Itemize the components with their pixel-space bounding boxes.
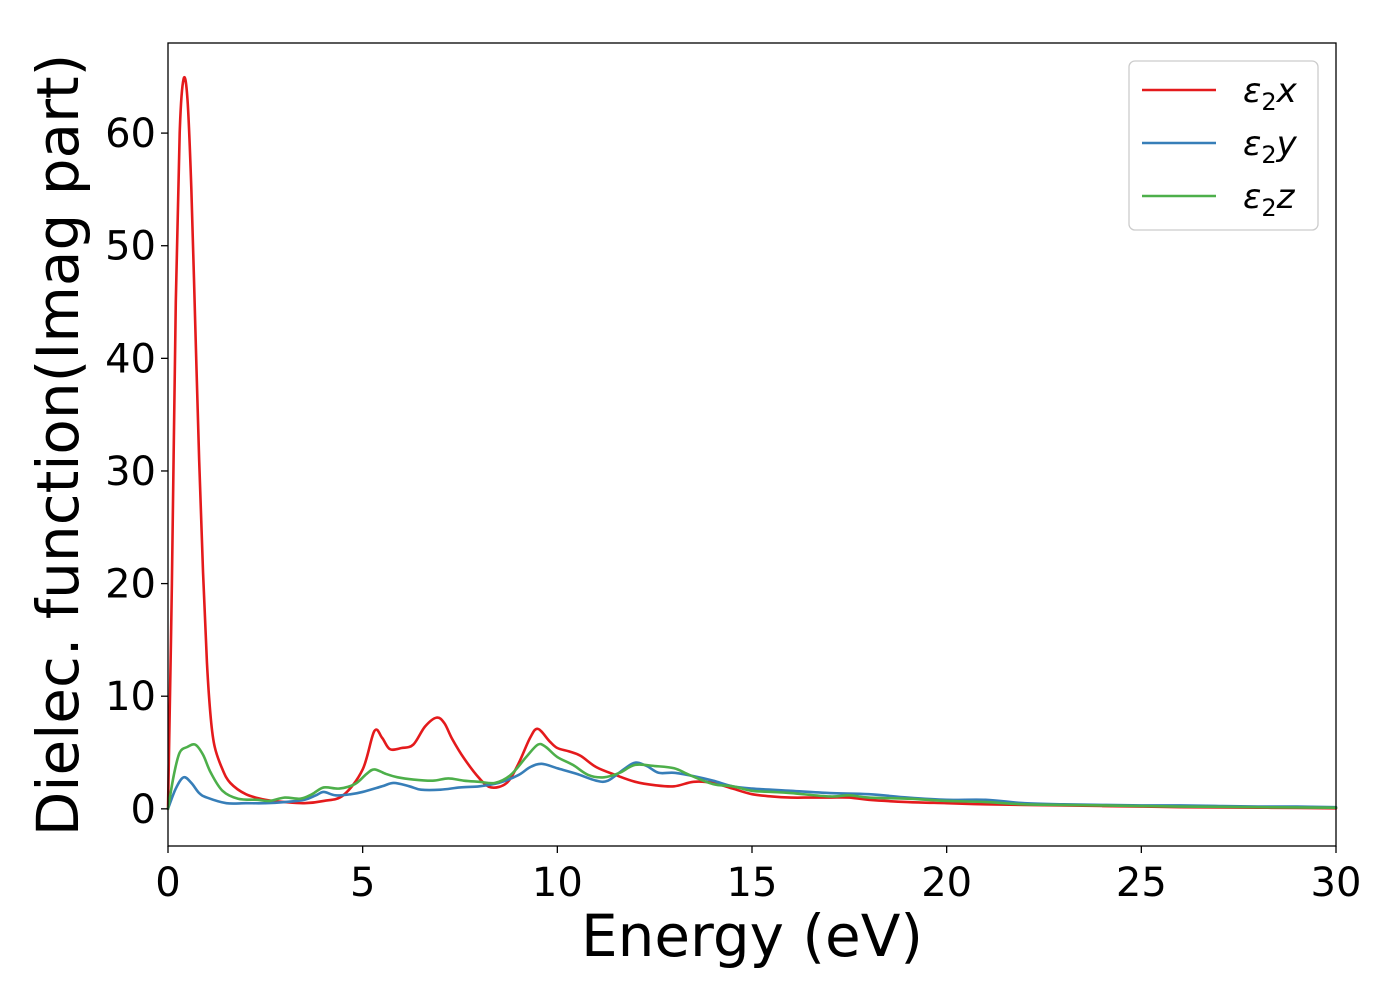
x-tick-label: 20 (921, 860, 972, 906)
series-line-x (166, 75, 1338, 811)
y-tick-label: 40 (105, 336, 156, 382)
y-tick-label: 30 (105, 449, 156, 495)
series-layer (166, 75, 1338, 811)
x-tick-label: 25 (1116, 860, 1167, 906)
x-tick-label: 30 (1311, 860, 1362, 906)
legend-label-y: ε2y (1243, 124, 1298, 169)
x-tick-label: 15 (727, 860, 778, 906)
y-tick-label: 0 (131, 787, 156, 833)
legend: ε2x ε2y ε2z (1128, 60, 1319, 231)
x-tick-label: 10 (532, 860, 583, 906)
y-tick-label: 60 (105, 111, 156, 157)
y-axis-label: Dielec. function(Imag part) (24, 54, 92, 837)
x-tick-label: 5 (350, 860, 375, 906)
legend-label-z: ε2z (1243, 177, 1296, 222)
x-axis-ticks: 0 5 10 15 20 25 30 (155, 846, 1361, 906)
series-line-y (166, 761, 1338, 811)
y-axis-ticks: 0 10 20 30 40 50 60 (105, 111, 168, 833)
y-tick-label: 10 (105, 674, 156, 720)
y-tick-label: 50 (105, 224, 156, 270)
y-tick-label: 20 (105, 562, 156, 608)
x-axis-label: Energy (eV) (581, 902, 923, 970)
x-tick-label: 0 (155, 860, 180, 906)
legend-box (1128, 60, 1319, 231)
legend-label-x: ε2x (1243, 71, 1298, 116)
series-line-z (166, 742, 1338, 811)
legend-entries: ε2x ε2y ε2z (1142, 71, 1298, 222)
